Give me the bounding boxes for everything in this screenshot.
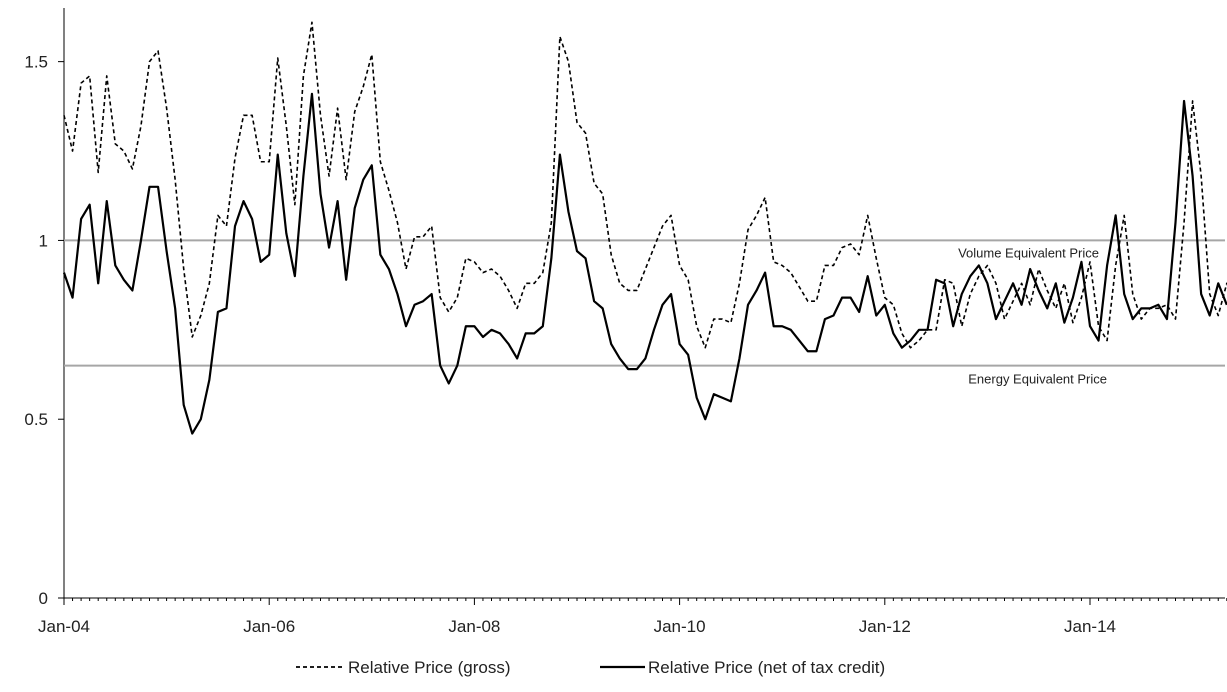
- x-tick-label: Jan-08: [448, 617, 500, 636]
- legend-label-gross: Relative Price (gross): [348, 658, 511, 677]
- data-point: [790, 271, 792, 273]
- data-point: [1038, 268, 1040, 270]
- data-point: [755, 214, 757, 216]
- data-point: [413, 236, 415, 238]
- reference-lines: Volume Equivalent Price Energy Equivalent…: [64, 239, 1225, 387]
- y-tick-label: 0.5: [24, 410, 48, 429]
- data-point: [644, 268, 646, 270]
- data-point: [140, 125, 142, 127]
- legend: Relative Price (gross) Relative Price (ne…: [296, 658, 885, 677]
- series-points-gross: [63, 21, 1227, 349]
- series-lines: [62, 21, 1227, 435]
- data-point: [465, 257, 467, 259]
- x-axis: Jan-04 Jan-06 Jan-08 Jan-10 Jan-12 Jan-14: [38, 597, 1227, 636]
- legend-label-net: Relative Price (net of tax credit): [648, 658, 885, 677]
- data-point: [696, 325, 698, 327]
- x-tick-label: Jan-04: [38, 617, 90, 636]
- reference-line-label: Energy Equivalent Price: [968, 372, 1107, 387]
- x-tick-label: Jan-14: [1064, 617, 1116, 636]
- reference-line-label: Volume Equivalent Price: [958, 245, 1099, 260]
- data-point: [234, 157, 236, 159]
- y-tick-label: 1: [39, 231, 48, 250]
- data-point: [815, 300, 817, 302]
- data-point: [285, 125, 287, 127]
- x-tick-label: Jan-06: [243, 617, 295, 636]
- series-line-gross: [63, 21, 1227, 349]
- x-tick-label: Jan-10: [654, 617, 706, 636]
- series-line-net: [62, 92, 1227, 435]
- y-tick-label: 1.5: [24, 53, 48, 72]
- y-axis: 0 0.5 1 1.5: [24, 8, 65, 608]
- x-tick-label: Jan-12: [859, 617, 911, 636]
- y-tick-label: 0: [39, 589, 48, 608]
- data-point: [371, 53, 373, 55]
